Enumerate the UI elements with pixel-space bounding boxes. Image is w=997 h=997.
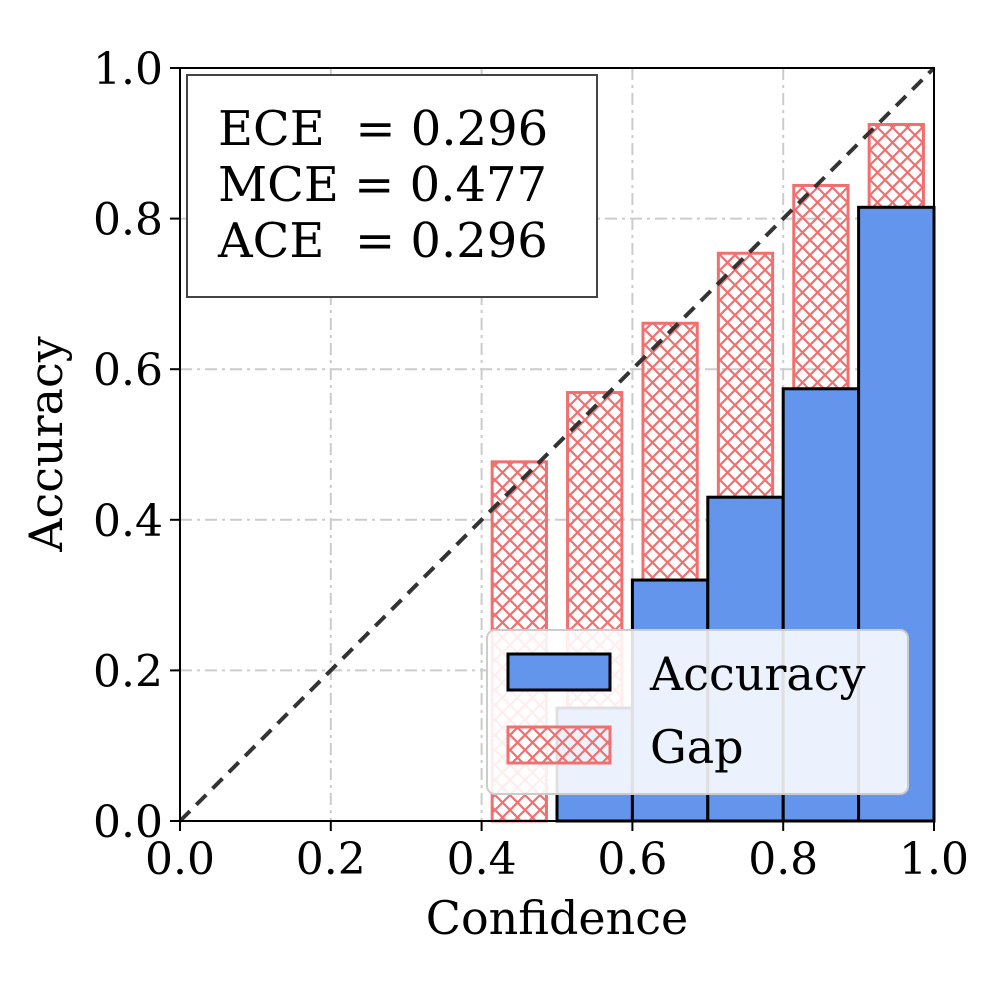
y-tick-label-3: 0.6 (93, 345, 163, 396)
gap-bar-4 (792, 183, 850, 391)
x-tick-label-4: 0.8 (748, 834, 818, 885)
y-tick-label-4: 0.8 (93, 195, 163, 246)
perfect-calibration-line (178, 66, 936, 823)
y-axis-label: Accuracy (19, 336, 73, 553)
gap-bar-5 (867, 122, 925, 209)
legend-swatch-gap (506, 725, 612, 765)
x-tick-label-5: 1.0 (899, 834, 969, 885)
x-tick-label-0: 0.0 (145, 834, 215, 885)
y-tick-label-1: 0.2 (93, 646, 163, 697)
gap-bar-2 (641, 321, 699, 582)
gap-bar-3 (716, 251, 775, 499)
x-tick-label-2: 0.4 (447, 834, 517, 885)
metric-ece: ECE = 0.296 (218, 101, 548, 157)
metric-mce: MCE = 0.477 (218, 157, 547, 213)
y-tick-label-0: 0.0 (93, 797, 163, 848)
legend: Accuracy Gap (486, 629, 909, 795)
legend-label-accuracy: Accuracy (649, 647, 866, 701)
metric-ace: ACE = 0.296 (217, 213, 548, 269)
x-axis-label: Confidence (426, 891, 688, 945)
plot-area-frame (179, 67, 935, 822)
axis-ticks: 0.0 0.2 0.4 0.6 0.8 1.0 0.0 0.2 0.4 0.6 0.8 1.0 (93, 44, 969, 885)
legend-swatch-accuracy (506, 652, 612, 692)
legend-label-gap: Gap (650, 720, 744, 774)
x-tick-label-1: 0.2 (296, 834, 366, 885)
y-tick-label-5: 1.0 (93, 44, 163, 95)
x-tick-label-3: 0.6 (597, 834, 667, 885)
y-tick-label-2: 0.4 (93, 496, 163, 547)
metrics-box: ECE = 0.296 MCE = 0.477 ACE = 0.296 (186, 74, 598, 298)
